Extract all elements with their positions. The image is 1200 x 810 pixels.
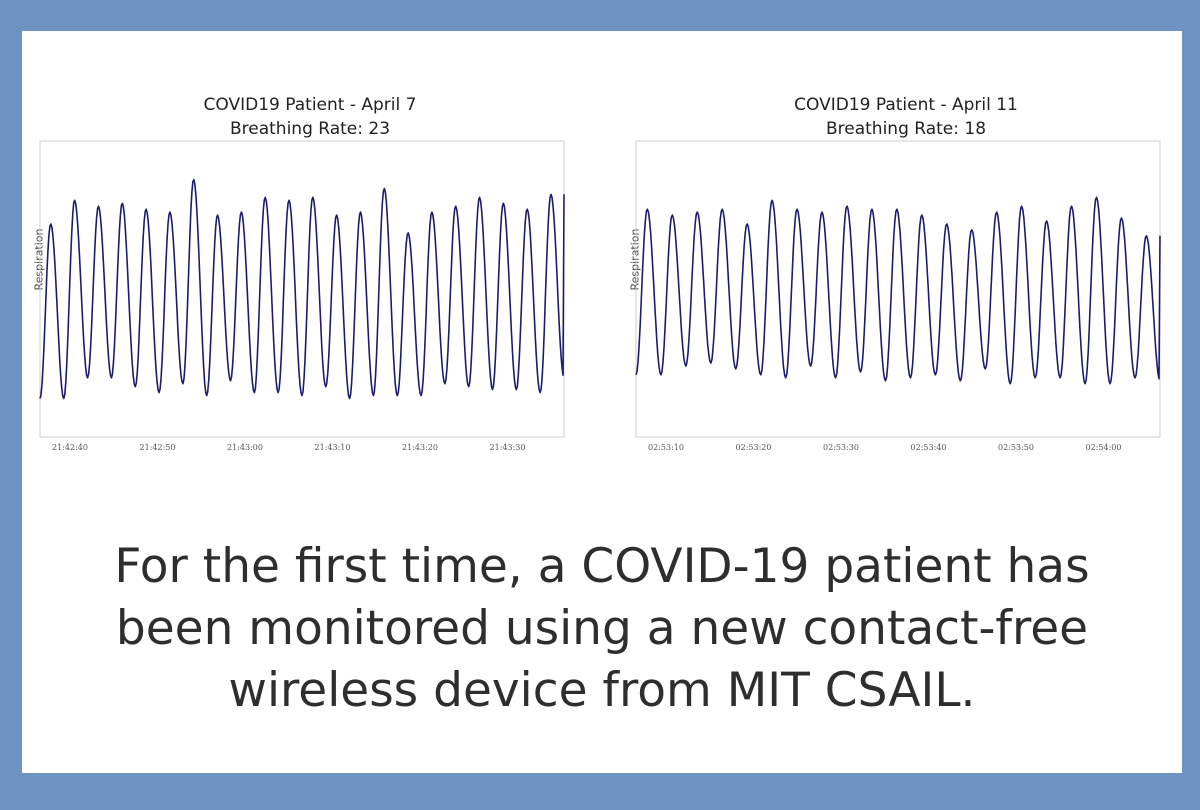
- chart-april-7: COVID19 Patient - April 7 Breathing Rate…: [30, 93, 590, 452]
- x-tick-label: 02:53:50: [998, 443, 1034, 452]
- respiration-line: [635, 196, 1161, 385]
- plot-frame: [635, 140, 1161, 438]
- x-tick-label: 21:43:10: [315, 443, 351, 452]
- x-tick-label: 02:53:20: [736, 443, 772, 452]
- respiration-line: [39, 178, 565, 400]
- caption: For the first time, a COVID-19 patient h…: [22, 536, 1182, 722]
- x-tick-label: 21:43:30: [490, 443, 526, 452]
- chart-plot-area: 02:53:10 02:53:20 02:53:30 02:53:40 02:53:50…: [635, 140, 1161, 452]
- slide: COVID19 Patient - April 7 Breathing Rate…: [22, 31, 1182, 773]
- chart-title: COVID19 Patient - April 7: [203, 95, 417, 115]
- chart-plot-area: 21:42:40 21:42:50 21:43:00 21:43:10 21:43:20…: [39, 140, 565, 452]
- x-tick-label: 21:43:00: [227, 443, 263, 452]
- chart-subtitle: Breathing Rate: 18: [825, 119, 987, 139]
- x-tick-label: 21:43:20: [402, 443, 438, 452]
- x-tick-label: 21:42:50: [140, 443, 176, 452]
- x-tick-label: 21:42:40: [52, 443, 88, 452]
- chart-subtitle: Breathing Rate: 23: [229, 119, 391, 139]
- x-tick-label: 02:53:30: [823, 443, 859, 452]
- x-tick-label: 02:53:10: [648, 443, 684, 452]
- caption-line: wireless device from MIT CSAIL.: [228, 663, 976, 718]
- x-tick-label: 02:53:40: [911, 443, 947, 452]
- x-tick-label: 02:54:00: [1086, 443, 1122, 452]
- caption-line: been monitored using a new contact-free: [115, 601, 1089, 656]
- chart-april-11: COVID19 Patient - April 11 Breathing Rat…: [626, 93, 1186, 452]
- caption-line: For the first time, a COVID-19 patient h…: [114, 539, 1090, 594]
- chart-title: COVID19 Patient - April 11: [794, 95, 1018, 115]
